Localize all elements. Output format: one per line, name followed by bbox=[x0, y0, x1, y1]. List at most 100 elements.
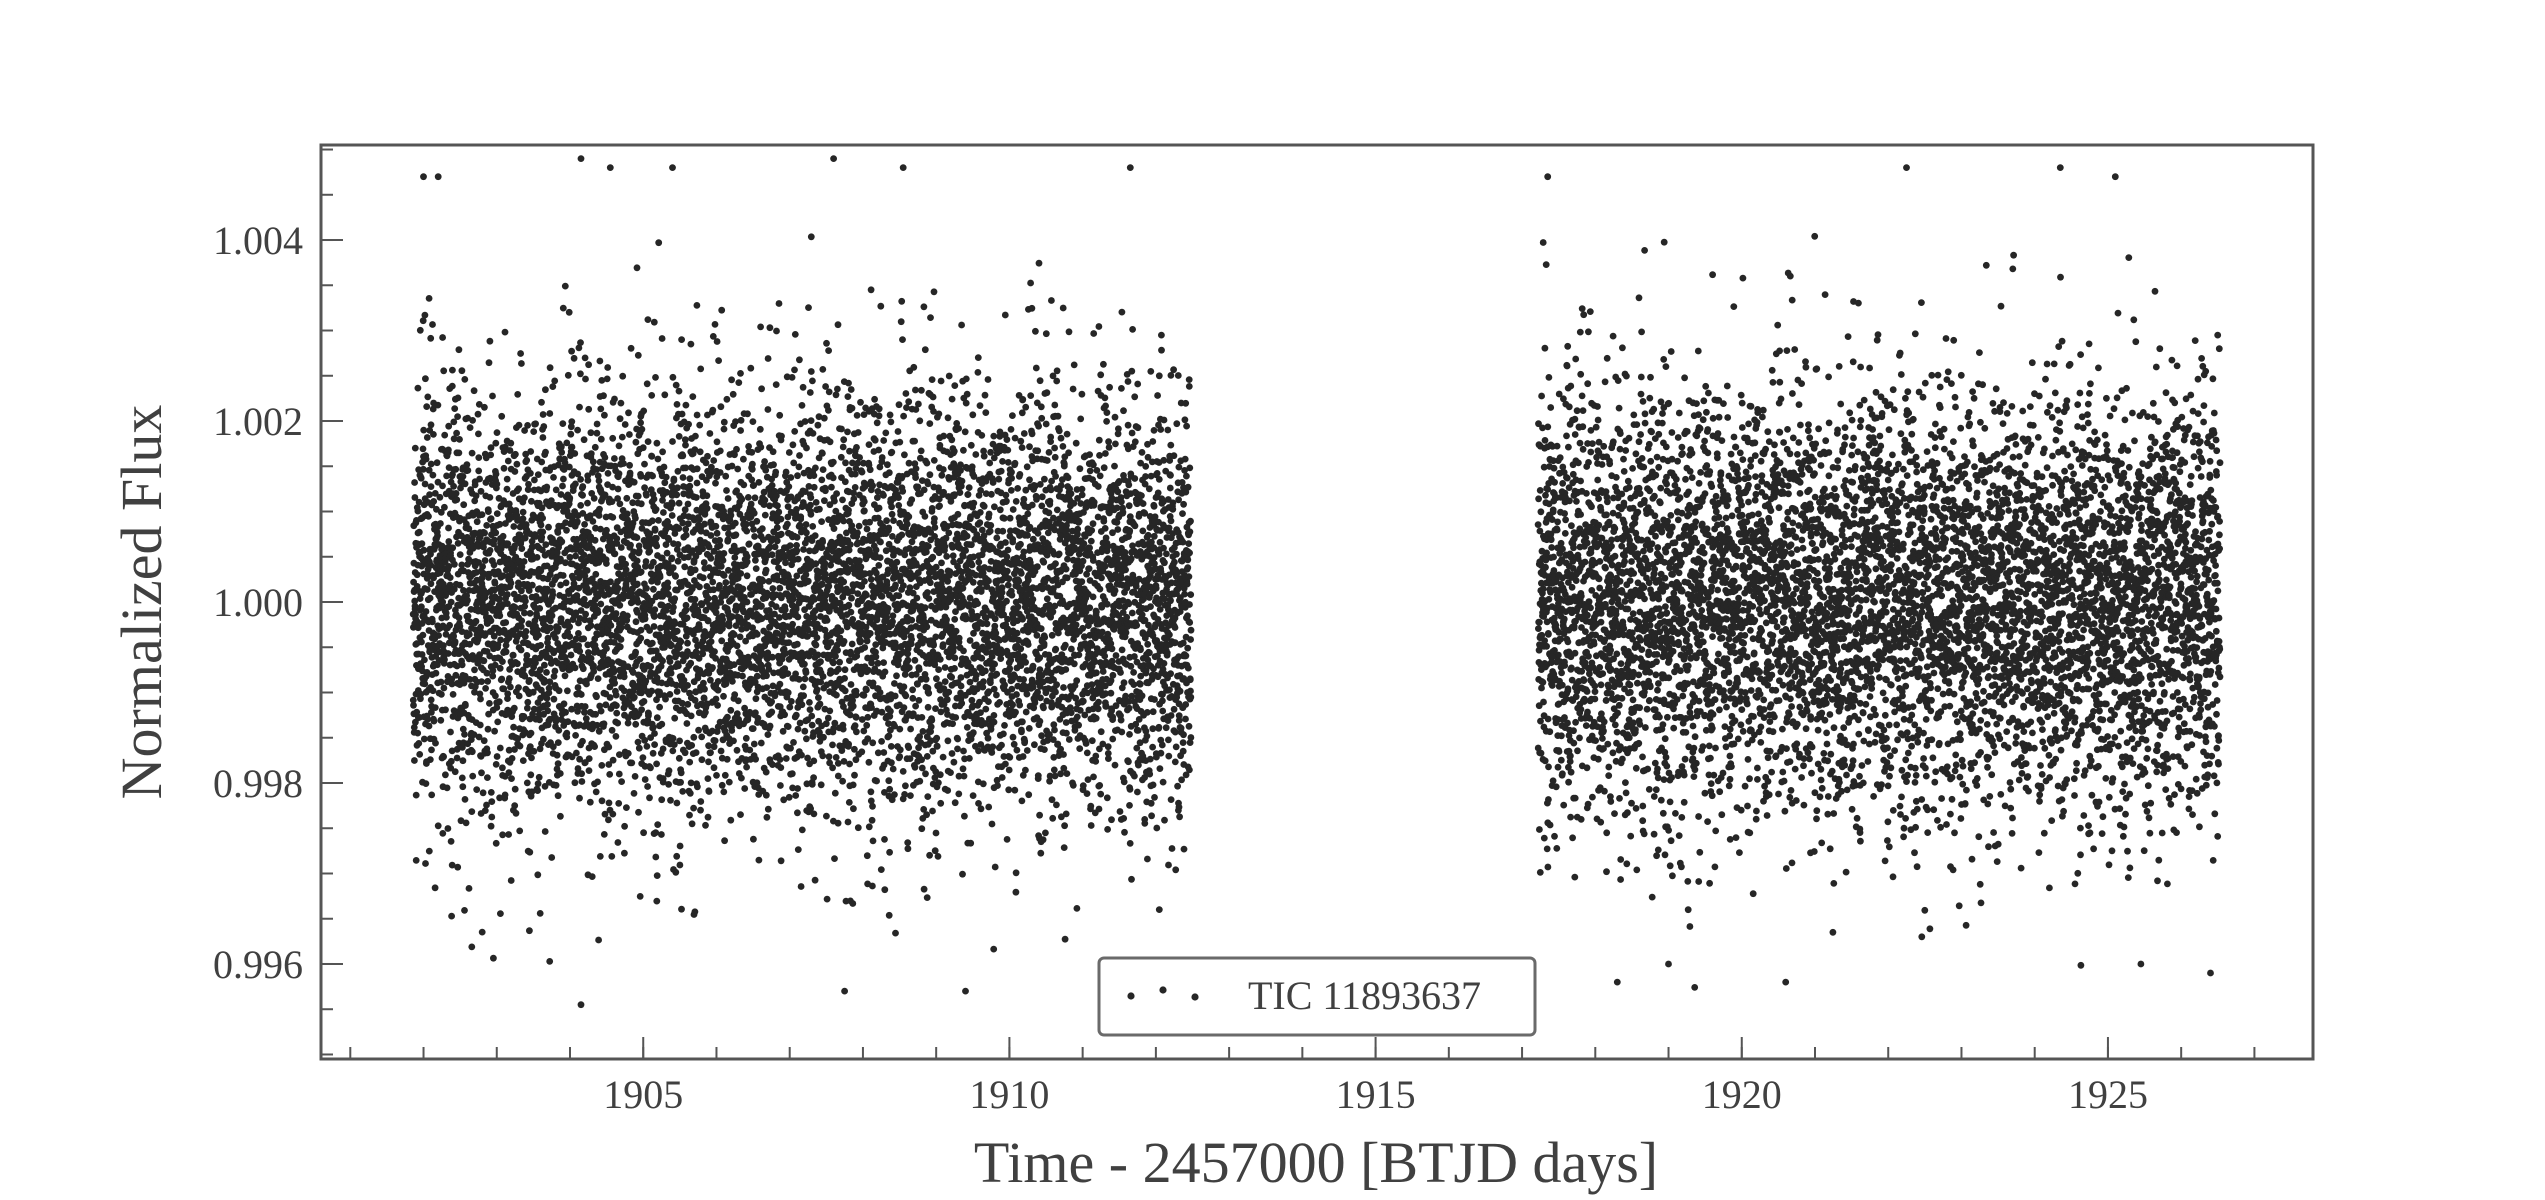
data-point bbox=[847, 386, 855, 393]
data-point bbox=[516, 630, 524, 638]
data-point bbox=[810, 614, 818, 622]
data-point bbox=[465, 525, 473, 533]
data-point bbox=[714, 678, 722, 685]
data-point bbox=[484, 774, 491, 781]
data-point bbox=[665, 767, 673, 775]
data-point bbox=[675, 754, 683, 762]
data-point bbox=[850, 805, 857, 813]
data-point bbox=[455, 346, 463, 354]
data-point bbox=[687, 340, 695, 348]
data-point bbox=[686, 789, 694, 797]
data-point bbox=[683, 720, 691, 727]
data-point bbox=[702, 459, 710, 467]
data-point bbox=[560, 700, 568, 708]
data-point bbox=[800, 546, 807, 553]
data-point bbox=[433, 505, 440, 513]
data-point bbox=[612, 610, 620, 617]
data-point bbox=[575, 642, 582, 649]
data-point bbox=[904, 845, 912, 853]
data-point bbox=[451, 405, 459, 412]
data-point bbox=[848, 404, 856, 412]
data-point bbox=[769, 448, 777, 456]
data-point bbox=[777, 515, 785, 523]
data-point bbox=[561, 672, 569, 680]
data-point bbox=[891, 791, 898, 798]
data-point bbox=[764, 406, 772, 413]
data-point bbox=[750, 526, 757, 533]
data-point bbox=[706, 430, 714, 437]
data-point bbox=[444, 650, 452, 657]
data-point bbox=[664, 584, 672, 591]
data-point bbox=[649, 749, 657, 757]
data-point bbox=[516, 532, 524, 539]
data-point bbox=[653, 534, 660, 542]
data-point bbox=[637, 634, 645, 642]
data-point bbox=[801, 660, 808, 668]
data-point bbox=[554, 739, 562, 746]
data-point bbox=[649, 517, 656, 525]
data-point bbox=[630, 478, 638, 486]
data-point bbox=[699, 574, 707, 582]
data-point bbox=[812, 641, 820, 649]
data-point bbox=[562, 579, 570, 587]
data-point bbox=[445, 446, 452, 454]
data-point bbox=[471, 688, 478, 696]
data-point bbox=[456, 551, 464, 558]
data-point bbox=[541, 783, 549, 790]
data-point bbox=[660, 463, 668, 471]
data-point bbox=[539, 514, 546, 522]
data-point bbox=[590, 495, 598, 502]
data-point bbox=[452, 465, 460, 473]
data-point bbox=[894, 428, 902, 435]
data-point bbox=[872, 569, 880, 577]
data-point bbox=[849, 900, 857, 907]
data-point bbox=[704, 595, 712, 602]
data-point bbox=[699, 545, 706, 553]
data-point bbox=[481, 403, 488, 411]
data-point bbox=[422, 375, 429, 383]
data-point bbox=[573, 749, 580, 757]
data-point bbox=[614, 584, 622, 592]
data-point bbox=[893, 672, 900, 680]
data-point bbox=[801, 727, 809, 735]
data-point bbox=[470, 731, 478, 738]
data-point bbox=[481, 557, 489, 564]
data-point bbox=[488, 813, 496, 821]
data-point bbox=[617, 399, 625, 407]
data-point bbox=[518, 617, 526, 625]
data-point bbox=[604, 364, 612, 371]
data-point bbox=[722, 579, 730, 586]
data-point bbox=[799, 683, 807, 691]
data-point bbox=[651, 741, 658, 748]
data-point bbox=[854, 429, 862, 436]
data-point bbox=[718, 306, 726, 314]
data-point bbox=[576, 647, 584, 655]
data-point bbox=[820, 733, 827, 741]
data-point bbox=[502, 619, 510, 626]
data-point bbox=[430, 431, 437, 438]
data-point bbox=[914, 483, 922, 491]
data-point bbox=[519, 508, 527, 516]
data-point bbox=[743, 763, 750, 771]
data-point bbox=[491, 579, 499, 587]
data-point bbox=[456, 436, 463, 443]
data-point bbox=[507, 439, 515, 447]
data-point bbox=[473, 518, 481, 526]
data-point bbox=[730, 631, 738, 638]
data-point bbox=[701, 520, 708, 528]
data-point bbox=[839, 725, 847, 733]
data-point bbox=[831, 577, 839, 584]
data-point bbox=[624, 750, 632, 757]
data-point bbox=[434, 532, 441, 540]
data-point bbox=[427, 460, 435, 468]
data-point bbox=[713, 438, 721, 446]
data-point bbox=[710, 743, 718, 751]
data-point bbox=[650, 623, 658, 630]
data-point bbox=[439, 334, 446, 341]
data-point bbox=[861, 507, 868, 515]
data-point bbox=[853, 728, 860, 736]
data-point bbox=[649, 472, 656, 480]
data-point bbox=[557, 581, 564, 589]
data-point bbox=[829, 659, 837, 667]
data-point bbox=[648, 392, 656, 399]
